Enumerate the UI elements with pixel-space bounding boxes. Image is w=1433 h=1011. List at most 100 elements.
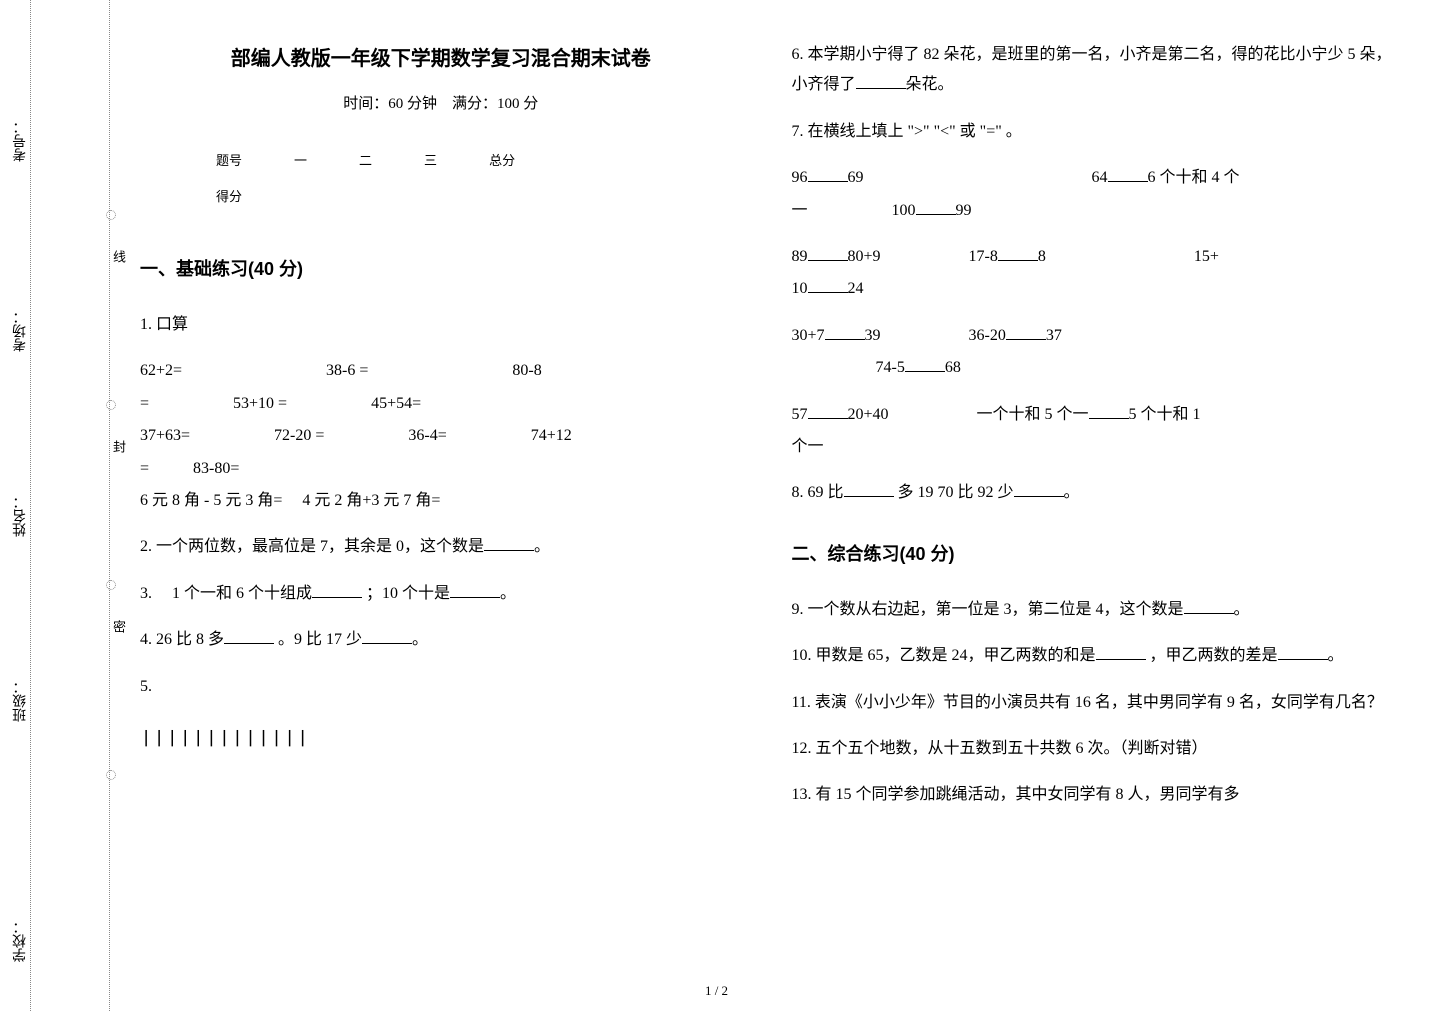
v: 68 [945,359,961,376]
calc: = [140,395,149,412]
blank[interactable] [1006,324,1046,340]
v: 57 [792,406,808,423]
blank[interactable] [1014,481,1064,497]
v: 74-5 [876,359,905,376]
period: 。 [412,631,428,648]
binding-label-examnum: 考号： [11,120,31,162]
blank[interactable] [808,166,848,182]
score-th: 一 [268,143,333,180]
period: 。 [1328,647,1344,664]
left-column: 部编人教版一年级下学期数学复习混合期末试卷 时间：60 分钟 满分：100 分 … [140,40,742,971]
calc: 45+54= [371,395,421,412]
blank[interactable] [1184,598,1234,614]
blank[interactable] [825,324,865,340]
blank[interactable] [362,628,412,644]
period: 。 [500,585,516,602]
v: 100 [892,202,916,219]
page-number: 1 / 2 [705,983,728,999]
v: 39 [865,327,881,344]
binding-label-room: 考场： [11,310,31,352]
section-2-heading: 二、综合练习(40 分) [792,537,1394,571]
v: 5 个十和 1 [1129,406,1201,423]
q1-row1: 62+2= 38-6 = 80-8 [140,356,742,386]
v: 37 [1046,327,1062,344]
q8a: 8. 69 比 [792,484,844,501]
blank[interactable] [312,582,362,598]
cmp-row8: 个一 [792,432,1394,462]
blank[interactable] [484,535,534,551]
q6: 6. 本学期小宁得了 82 朵花，是班里的第一名，小齐是第二名，得的花比小宁少 … [792,40,1394,101]
binding-circle [106,580,116,590]
cmp-row7: 5720+40 一个十和 5 个一5 个十和 1 [792,400,1394,430]
v: 99 [956,202,972,219]
section-1-heading: 一、基础练习(40 分) [140,252,742,286]
blank[interactable] [808,245,848,261]
v: 8 [1038,248,1046,265]
v: 30+7 [792,327,825,344]
blank[interactable] [916,199,956,215]
blank[interactable] [998,245,1038,261]
score-th: 题号 [190,143,268,180]
v: 69 [848,169,864,186]
binding-seg-secret: 密 [109,620,128,637]
binding-circle [106,770,116,780]
blank[interactable] [1278,644,1328,660]
v: 24 [848,280,864,297]
q9: 9. 一个数从右边起，第一位是 3，第二位是 4，这个数是 。 [792,595,1394,625]
calc: 72-20 = [274,427,324,444]
page-body: 部编人教版一年级下学期数学复习混合期末试卷 时间：60 分钟 满分：100 分 … [140,40,1393,971]
cmp-row3: 8980+9 17-88 15+ [792,242,1394,272]
q4-text-a: 4. 26 比 8 多 [140,631,224,648]
blank[interactable] [1108,166,1148,182]
q8b: 多 19 70 比 92 少 [898,484,1014,501]
cmp-row6: 74-5 68 [792,353,1394,383]
q11: 11. 表演《小小少年》节目的小演员共有 16 名，其中男同学有 9 名，女同学… [792,688,1394,718]
blank[interactable] [844,481,894,497]
blank[interactable] [808,277,848,293]
blank[interactable] [224,628,274,644]
q12: 12. 五个五个地数，从十五数到五十共数 6 次。（判断对错） [792,734,1394,764]
blank[interactable] [905,356,945,372]
v: 一 [792,202,808,219]
binding-circle [106,400,116,410]
blank[interactable] [856,73,906,89]
score-th: 三 [398,143,463,180]
cmp-row5: 30+739 36-2037 [792,321,1394,351]
q2: 2. 一个两位数，最高位是 7，其余是 0，这个数是。 [140,532,742,562]
v: 6 个十和 4 个 [1148,169,1240,186]
v: 96 [792,169,808,186]
exam-title: 部编人教版一年级下学期数学复习混合期末试卷 [140,40,742,78]
binding-seg-seal: 封 [109,440,128,457]
calc: 36-4= [408,427,446,444]
q8: 8. 69 比 多 19 70 比 92 少。 [792,478,1394,508]
q9-text: 9. 一个数从右边起，第一位是 3，第二位是 4，这个数是 [792,601,1184,618]
period: 。 [1234,601,1250,618]
blank[interactable] [450,582,500,598]
v: 80+9 [848,248,881,265]
q3: 3. 1 个一和 6 个十组成 ；10 个十是。 [140,579,742,609]
cmp-row2: 一 100 99 [792,196,1394,226]
q3-text-a: 3. 1 个一和 6 个十组成 [140,585,312,602]
v: 10 [792,280,808,297]
score-th: 二 [333,143,398,180]
cmp-row4: 10 24 [792,274,1394,304]
calc: 38-6 = [326,362,368,379]
binding-margin: 考号： 线 考场： 封 姓名： 密 班级： 学校： [30,0,110,1011]
q1-row2: = 53+10 = 45+54= [140,389,742,419]
q4-text-b: 。9 比 17 少 [278,631,362,648]
q10b: ，甲乙两数的差是 [1150,647,1278,664]
q5-label: 5. [140,672,742,702]
blank[interactable] [1096,644,1146,660]
calc: 62+2= [140,362,182,379]
calc: 80-8 [512,362,541,379]
v: 一个十和 5 个一 [977,406,1089,423]
calc: 83-80= [193,460,239,477]
blank[interactable] [1089,403,1129,419]
binding-seg-line: 线 [109,250,128,267]
binding-label-class: 班级： [11,680,31,722]
v: 15+ [1194,248,1219,265]
right-column: 6. 本学期小宁得了 82 朵花，是班里的第一名，小齐是第二名，得的花比小宁少 … [792,40,1394,971]
blank[interactable] [808,403,848,419]
binding-label-school: 学校： [11,920,31,962]
period: 。 [534,538,550,555]
